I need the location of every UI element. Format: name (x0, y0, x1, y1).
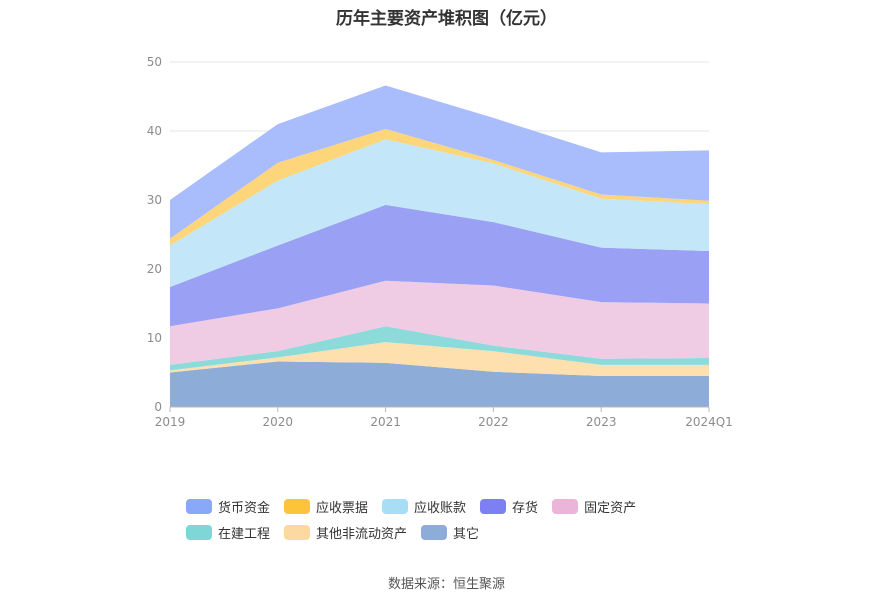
chart-legend: 货币资金 应收票据 应收账款 存货 固定资产在建工程 其他非流动资产 其它 (186, 496, 746, 548)
data-source-note: 数据来源：恒生聚源 (387, 577, 505, 592)
legend-label: 其它 (453, 526, 480, 542)
legend-label: 固定资产 (584, 500, 637, 516)
legend-swatch (382, 498, 409, 514)
legend-item[interactable]: 在建工程 (186, 522, 270, 542)
legend-item[interactable]: 货币资金 (186, 496, 270, 516)
y-tick-label: 0 (154, 400, 162, 414)
legend-swatch (186, 524, 212, 540)
series-area-3 (170, 280, 709, 365)
series-area-2 (170, 326, 709, 371)
legend-label: 货币资金 (218, 500, 271, 516)
y-tick-label: 10 (147, 331, 162, 345)
x-tick-label: 2019 (155, 415, 186, 429)
legend-item[interactable]: 存货 (480, 496, 538, 516)
x-tick-label: 2024Q1 (685, 415, 733, 429)
x-tick-label: 2023 (586, 415, 617, 429)
series-area-7 (170, 85, 709, 239)
legend-swatch (284, 524, 311, 540)
series-area-0 (170, 361, 709, 407)
series-area-5 (170, 139, 709, 287)
legend-swatch (421, 524, 448, 540)
series-areas (170, 85, 709, 407)
y-tick-label: 20 (147, 262, 162, 276)
axes: 0 10 20 30 40 50 2019 2020 2021 2022 2023 2024Q1 (147, 55, 733, 429)
x-tick-label: 2020 (263, 415, 294, 429)
legend-label: 在建工程 (218, 526, 271, 542)
legend-swatch (552, 498, 579, 514)
y-tick-label: 40 (147, 124, 162, 138)
legend-swatch (186, 498, 212, 514)
series-area-1 (170, 342, 709, 376)
legend-label: 应收票据 (316, 500, 369, 516)
chart-title: 历年主要资产堆积图（亿元） (336, 9, 557, 29)
legend-item[interactable]: 固定资产 (552, 496, 636, 516)
stacked-area-chart: 0 10 20 30 40 50 2019 2020 2021 2022 2023 2024Q1 (147, 55, 733, 429)
legend-swatch (480, 498, 507, 514)
series-area-6 (170, 128, 709, 246)
y-tick-label: 30 (147, 193, 162, 207)
x-tick-label: 2021 (370, 415, 401, 429)
legend-label: 存货 (512, 500, 539, 516)
legend-item[interactable]: 应收票据 (284, 496, 368, 516)
legend-item[interactable]: 其它 (421, 522, 479, 542)
x-tick-label: 2022 (478, 415, 509, 429)
series-area-4 (170, 204, 709, 327)
legend-label: 其他非流动资产 (316, 526, 408, 542)
legend-swatch (284, 498, 311, 514)
legend-item[interactable]: 其他非流动资产 (284, 522, 407, 542)
y-tick-label: 50 (147, 55, 162, 69)
legend-label: 应收账款 (414, 500, 467, 516)
legend-item[interactable]: 应收账款 (382, 496, 466, 516)
